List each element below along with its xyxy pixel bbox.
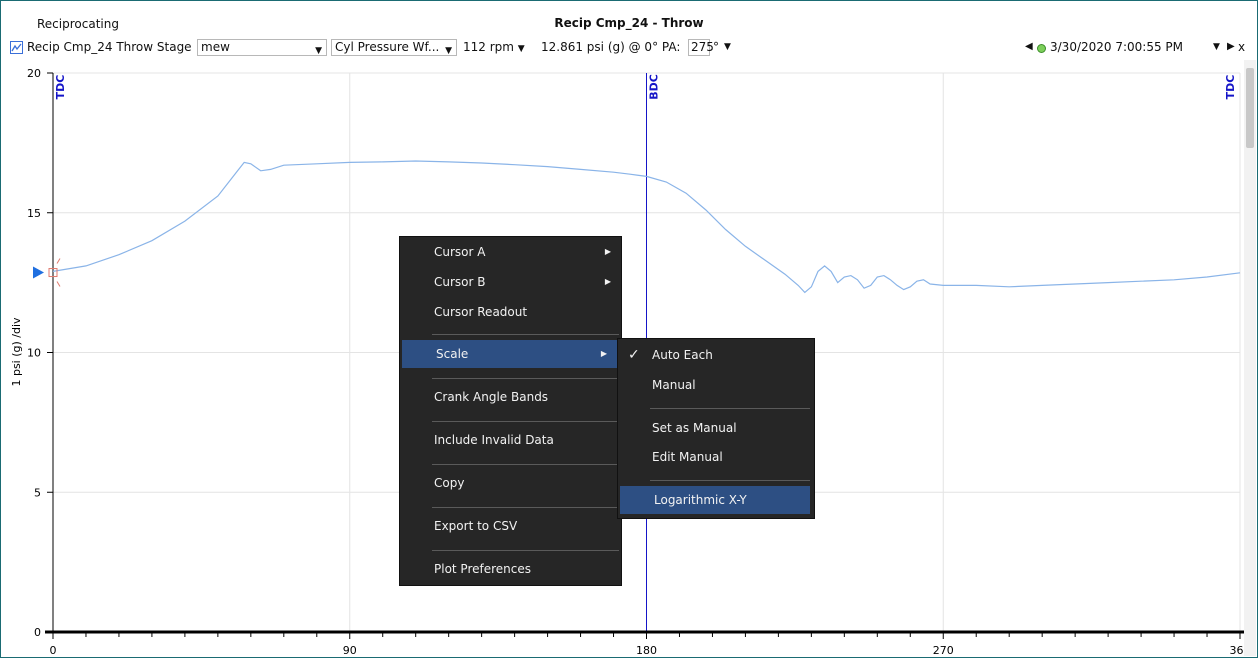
toolbar-prefix: Recip Cmp_24 Throw Stage xyxy=(27,40,192,54)
menu-item-edit-manual[interactable]: Edit Manual xyxy=(618,443,814,471)
menu-item-label: Crank Angle Bands xyxy=(434,390,549,404)
menu-item-copy[interactable]: Copy xyxy=(400,469,621,497)
plot-toolbar: Recip Cmp_24 Throw Stage mew ▼ Cyl Press… xyxy=(1,37,1257,59)
menu-item-cursor-a[interactable]: Cursor A ▶ xyxy=(400,238,621,266)
x-tick-label: 0 xyxy=(50,644,57,657)
menu-item-label: Logarithmic X-Y xyxy=(654,493,747,507)
cursor-tick xyxy=(56,281,61,287)
menu-item-label: Plot Preferences xyxy=(434,562,532,576)
y-tick-label: 15 xyxy=(27,207,41,220)
cursor-arrow-icon xyxy=(33,266,44,279)
next-arrow-icon[interactable]: ▶ xyxy=(1227,41,1235,52)
menu-separator xyxy=(432,334,619,335)
menu-item-label: Include Invalid Data xyxy=(434,433,554,447)
x-tick-label: 90 xyxy=(343,644,357,657)
window-title: Recip Cmp_24 - Throw xyxy=(554,16,704,30)
chevron-down-icon[interactable]: ▼ xyxy=(1213,42,1220,52)
prev-arrow-icon[interactable]: ◀ xyxy=(1025,41,1033,52)
menu-item-label: Cursor A xyxy=(434,245,486,259)
pa-value: 275 xyxy=(691,40,714,54)
chevron-down-icon: ▼ xyxy=(445,46,452,56)
series-line xyxy=(52,160,1241,294)
title-bar: Reciprocating Recip Cmp_24 - Throw xyxy=(1,1,1257,35)
menu-item-label: Cursor B xyxy=(434,275,486,289)
cursor-tick xyxy=(56,258,61,264)
vertical-scrollbar[interactable] xyxy=(1244,60,1256,656)
menu-separator xyxy=(650,480,810,481)
rpm-value: 112 rpm xyxy=(463,40,514,54)
marker-label: TDC xyxy=(54,75,67,100)
cursor-readout: 12.861 psi (g) @ 0° PA: xyxy=(541,40,681,54)
scrollbar-thumb[interactable] xyxy=(1246,68,1254,148)
pa-input[interactable]: 275 xyxy=(688,39,714,56)
rpm-dropdown[interactable]: 112 rpm ▼ xyxy=(463,40,525,54)
menu-item-cursor-readout[interactable]: Cursor Readout xyxy=(400,298,621,326)
y-tick-label: 20 xyxy=(27,67,41,80)
scale-submenu: ✓ Auto Each Manual Set as Manual Edit Ma… xyxy=(617,338,815,519)
chevron-down-icon: ▼ xyxy=(517,44,525,54)
menu-item-label: Copy xyxy=(434,476,465,490)
menu-item-scale[interactable]: Scale ▶ xyxy=(402,340,617,368)
datetime-value[interactable]: 3/30/2020 7:00:55 PM xyxy=(1050,40,1184,54)
chevron-down-icon: ▼ xyxy=(315,46,322,56)
menu-separator xyxy=(432,550,619,551)
menu-item-cursor-b[interactable]: Cursor B ▶ xyxy=(400,268,621,296)
stage-select-value: mew xyxy=(201,40,230,54)
y-tick-label: 5 xyxy=(34,486,41,499)
menu-item-label: Export to CSV xyxy=(434,519,518,533)
chevron-right-icon: ▶ xyxy=(600,349,607,358)
menu-separator xyxy=(432,507,619,508)
x-tick-label: 270 xyxy=(933,644,954,657)
y-tick-label: 0 xyxy=(34,626,41,639)
menu-item-auto-each[interactable]: ✓ Auto Each xyxy=(618,341,814,369)
y-tick-label: 10 xyxy=(27,347,41,360)
menu-item-plot-preferences[interactable]: Plot Preferences xyxy=(400,555,621,583)
measurement-select-value: Cyl Pressure Wf... xyxy=(335,40,440,54)
menu-separator xyxy=(432,378,619,379)
menu-item-logarithmic-xy[interactable]: Logarithmic X-Y xyxy=(620,486,810,514)
checkmark-icon: ✓ xyxy=(628,347,640,363)
chevron-right-icon: ▶ xyxy=(604,277,611,286)
cursor-marker xyxy=(33,258,61,287)
stage-select[interactable]: mew ▼ xyxy=(197,39,327,56)
menu-item-label: Set as Manual xyxy=(652,421,737,435)
marker-label: BDC xyxy=(648,74,661,100)
pa-unit: ° xyxy=(713,40,719,54)
status-dot-icon xyxy=(1037,44,1046,53)
menu-item-label: Cursor Readout xyxy=(434,305,528,319)
menu-separator xyxy=(432,421,619,422)
context-menu: Cursor A ▶ Cursor B ▶ Cursor Readout Sca… xyxy=(399,236,622,586)
waveform-icon[interactable] xyxy=(10,41,23,54)
chevron-down-icon[interactable]: ▼ xyxy=(724,42,731,52)
menu-item-label: Edit Manual xyxy=(652,450,723,464)
menu-item-set-as-manual[interactable]: Set as Manual xyxy=(618,414,814,442)
chevron-right-icon: ▶ xyxy=(604,247,611,256)
menu-item-label: Auto Each xyxy=(652,348,713,362)
menu-item-label: Manual xyxy=(652,378,696,392)
x-tick-label: 180 xyxy=(636,644,657,657)
menu-item-crank-angle-bands[interactable]: Crank Angle Bands xyxy=(400,383,621,411)
menu-separator xyxy=(432,464,619,465)
menu-item-label: Scale xyxy=(436,347,469,361)
y-axis-label: 1 psi (g) /div xyxy=(10,317,23,387)
menu-item-manual[interactable]: Manual xyxy=(618,371,814,399)
measurement-select[interactable]: Cyl Pressure Wf... ▼ xyxy=(331,39,457,56)
menu-separator xyxy=(650,408,810,409)
cursor-box xyxy=(48,268,58,278)
app-name: Reciprocating xyxy=(37,17,119,31)
menu-item-export-csv[interactable]: Export to CSV xyxy=(400,512,621,540)
menu-item-include-invalid-data[interactable]: Include Invalid Data xyxy=(400,426,621,454)
marker-label: TDC xyxy=(1224,75,1237,100)
close-button[interactable]: x xyxy=(1238,40,1246,54)
